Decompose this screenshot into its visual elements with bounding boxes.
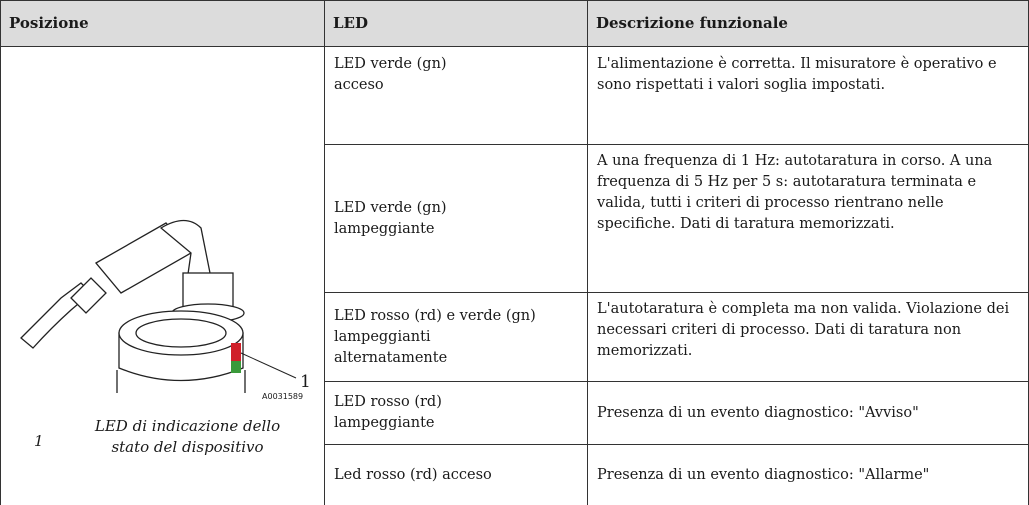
description-cell: L'autotaratura è completa ma non valida.… [588,293,1028,381]
led-text: LED rosso (rd) lampeggiante [334,392,442,434]
description-cell: Presenza di un evento diagnostico: "Avvi… [588,382,1028,444]
description-text: Presenza di un evento diagnostico: "Alla… [597,466,930,483]
led-cell: LED rosso (rd) e verde (gn) lampeggianti a… [325,293,587,381]
figure-code: A0031589 [262,392,304,401]
led-cell: LED rosso (rd) lampeggiante [325,382,587,444]
led-line: lampeggiante [334,415,435,431]
legend-number: 1 [34,432,44,450]
led-line: lampeggiante [334,220,435,237]
led-line: Led rosso (rd) acceso [334,466,492,483]
led-line: alternatamente [334,349,448,366]
header-cell: Posizione [0,0,324,47]
header-cell: LED [324,0,587,47]
description-cell: L'alimentazione è corretta. Il misurator… [588,48,1028,144]
device-figure [20,219,297,393]
legend-text: LED di indicazione dello stato del dispo… [94,417,281,456]
header-cell: Descrizione funzionale [587,0,1029,47]
led-line: LED rosso (rd) [334,394,442,410]
led-text: Led rosso (rd) acceso [334,465,492,486]
led-line: LED rosso (rd) e verde (gn) [334,307,536,324]
description-cell: Presenza di un evento diagnostico: "Alla… [588,445,1028,505]
led-cell: LED verde (gn) lampeggiante [325,145,587,292]
led-line: lampeggianti [334,328,431,345]
led-line: acceso [334,77,384,93]
led-line: LED verde (gn) [334,199,447,216]
description-text: Presenza di un evento diagnostico: "Avvi… [597,404,919,421]
callout: 1 [300,372,311,392]
description-text: L'autotaratura è completa ma non valida.… [597,301,1010,359]
description-text: A una frequenza di 1 Hz: autotaratura in… [597,153,993,232]
led-text: LED verde (gn) acceso [334,54,578,96]
led-text: LED rosso (rd) e verde (gn) lampeggianti a… [334,306,536,369]
description-text: L'alimentazione è corretta. Il misurator… [597,56,997,93]
led-text: LED verde (gn) lampeggiante [334,198,447,240]
led-line: LED verde (gn) [334,56,447,72]
description-cell: A una frequenza di 1 Hz: autotaratura in… [588,145,1028,292]
led-cell: Led rosso (rd) acceso [325,445,587,505]
led-cell: LED verde (gn) acceso [325,48,587,144]
